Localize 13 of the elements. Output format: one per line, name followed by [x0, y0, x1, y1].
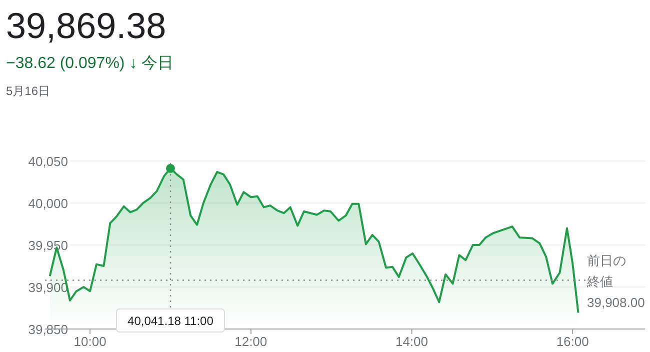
annotation: 40,041.18 11:00 [128, 314, 214, 328]
text: 5月16日 [6, 84, 50, 98]
x-tick-label: 14:00 [395, 334, 428, 349]
chart-subtitle: −38.62 (0.097%) ↓ 今日 [6, 55, 174, 72]
tooltip: 40,041.18 11:00 [116, 308, 225, 332]
ref-line-label: 前日の終値 39,908.00 [586, 253, 645, 310]
y-tick-label: 40,050 [28, 154, 68, 169]
y-tick-label: 39,950 [28, 238, 68, 253]
x-tick-label: 12:00 [234, 334, 268, 349]
x-tick-label: 10:00 [74, 334, 106, 349]
chart-title: 39,869.38 [6, 5, 166, 46]
x-tick-label: 16:00 [556, 334, 589, 349]
y-tick-label: 40,000 [28, 196, 68, 211]
